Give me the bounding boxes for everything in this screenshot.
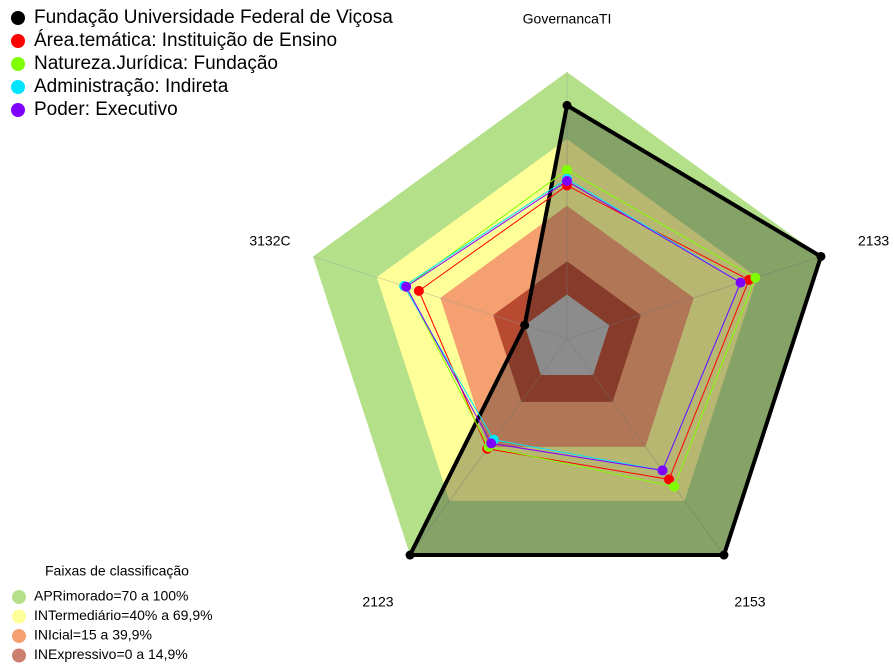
band-legend-marker [12,629,26,643]
series-point [520,320,530,330]
band-legend-marker [12,609,26,624]
legend-label: Poder: Executivo [34,99,178,120]
series-point [413,285,424,296]
series-point [669,481,680,492]
axis-label: GovernancaTI [523,11,612,27]
series-point [562,176,572,187]
series-point [657,465,668,476]
legend-label: Área.temática: Instituição de Ensino [34,30,337,51]
band-legend-label: INTermediário=40% a 69,9% [34,607,213,623]
series-line [418,184,750,480]
series-point [735,277,746,288]
series-point [562,164,572,175]
legend-label: Administração: Indireta [34,76,229,97]
axis-label: 2123 [362,594,393,610]
series-point [562,100,572,110]
series-point [816,251,826,261]
series-point [750,272,761,283]
band-legend-marker [12,590,26,604]
legend-marker [11,80,25,94]
series-point [405,550,415,560]
spoke [566,338,725,556]
series-line [405,180,742,471]
bands-title: Faixas de classificação [45,563,189,579]
legend-label: Fundação Universidade Federal de Viçosa [34,7,393,28]
band-legend-label: INIcial=15 a 39,9% [34,627,152,643]
legend-marker [11,57,25,71]
spoke [566,256,822,340]
axis-label: 2133 [858,233,889,249]
series-point [401,281,412,292]
series-point [664,474,675,485]
axis-label: 2153 [734,594,765,610]
legend-label: Natureza.Jurídica: Fundação [34,53,278,74]
band-legend-label: INExpressivo=0 a 14,9% [34,646,188,662]
series-point [486,438,497,449]
series-point [719,550,729,560]
band-legend-marker [12,648,26,663]
series-line [406,102,824,558]
legend-marker [11,103,25,117]
band-legend-label: APRimorado=70 a 100% [34,588,189,604]
legend-marker [11,34,25,48]
legend-marker [11,11,25,25]
axis-label: 3132C [249,233,290,249]
